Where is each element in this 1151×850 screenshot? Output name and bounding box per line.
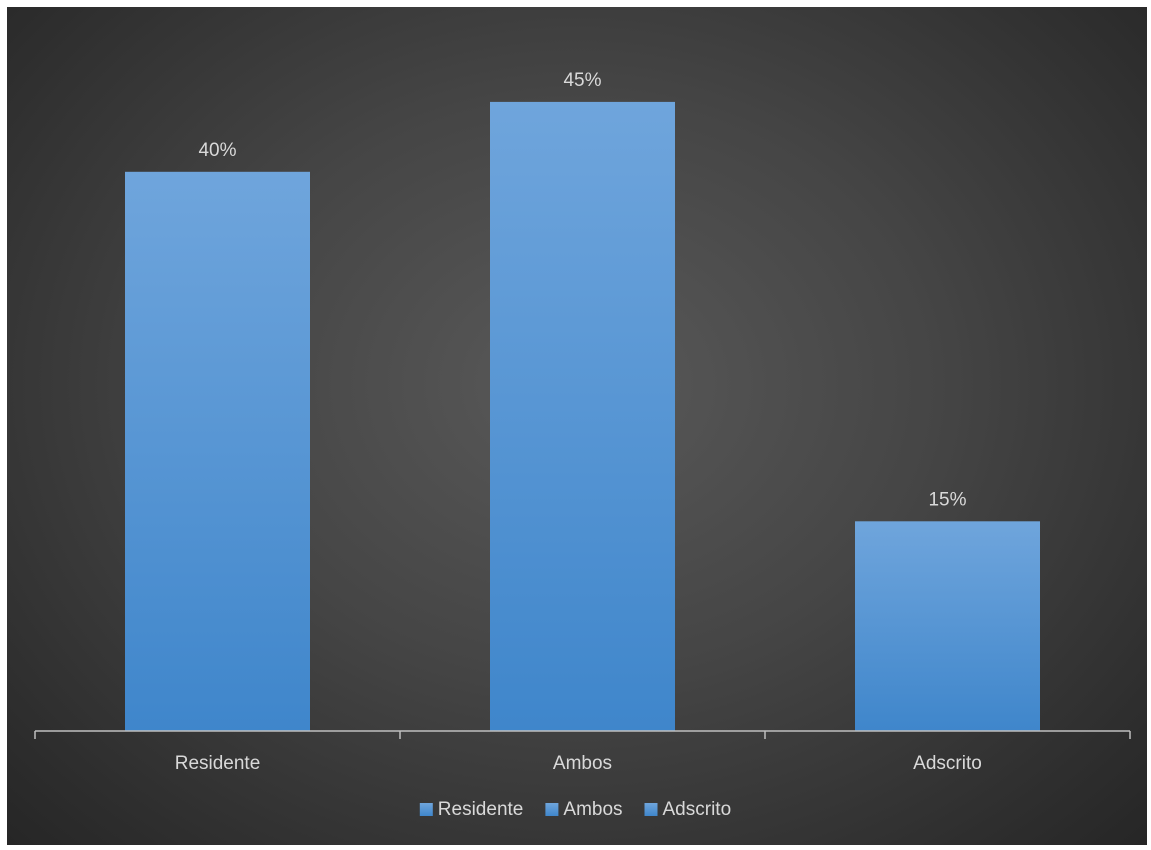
data-label-ambos: 45% (563, 70, 601, 91)
bar-residente (125, 171, 310, 732)
legend-label-residente: Residente (438, 799, 524, 820)
legend-swatch-ambos (545, 803, 559, 816)
data-label-adscrito: 15% (928, 489, 966, 510)
legend-label-adscrito: Adscrito (663, 799, 732, 820)
legend-label-ambos: Ambos (563, 799, 622, 820)
x-tick-label-ambos: Ambos (553, 753, 612, 774)
bar-ambos (490, 101, 675, 731)
legend-swatch-residente (419, 803, 433, 816)
x-tick-label-adscrito: Adscrito (913, 753, 982, 774)
data-label-residente: 40% (198, 140, 236, 161)
legend: Residente Ambos Adscrito (419, 799, 732, 820)
bar-adscrito (855, 521, 1040, 731)
x-axis (34, 730, 1131, 739)
labels-group: 40% Residente 45% Ambos 15% Adscrito (175, 70, 982, 774)
x-tick-label-residente: Residente (175, 753, 261, 774)
legend-swatch-adscrito (644, 803, 658, 816)
bars-group (125, 101, 1040, 732)
